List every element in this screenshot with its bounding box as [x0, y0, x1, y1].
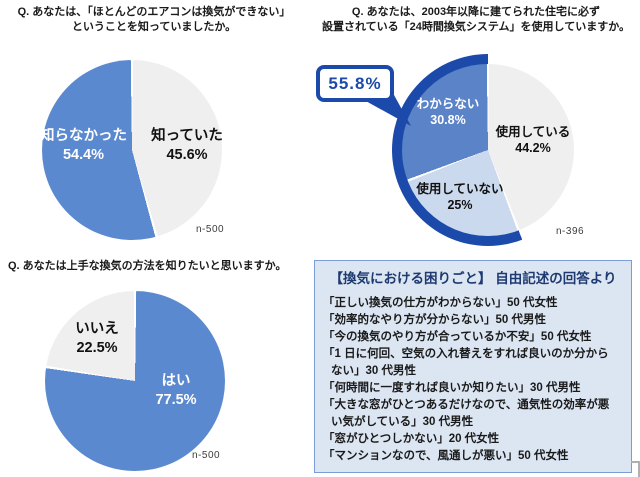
voices-body: 「正しい換気の仕方がわからない」50 代女性 「効率的なやり方が分からない」50… — [315, 295, 631, 465]
sample-size-2: n-396 — [556, 226, 585, 237]
quote-line: 「窓がひとつしかない」20 代女性 — [323, 433, 500, 445]
question-2: Q. あなたは、2003年以降に建てられた住宅に必ず 設置されている「24時間換… — [316, 5, 636, 34]
quote-line: 「大きな窓がひとつあるだけなので、通気性の効率が悪 — [323, 399, 610, 411]
question-2-line1: Q. あなたは、2003年以降に建てられた住宅に必ず — [351, 6, 601, 18]
voices-title: 【換気における困りごと】 自由記述の回答より — [329, 271, 617, 286]
question-1-line2: ということを知っていましたか。 — [71, 20, 237, 33]
quote-line: 「正しい換気の仕方がわからない」50 代女性 — [323, 297, 558, 309]
slice-label-iie: いいえ 22.5% — [75, 321, 119, 356]
callout-value: 55.8% — [328, 73, 382, 93]
slice-label-shiyoushiteinai: 使用していない 25% — [416, 182, 504, 212]
voices-box: 【換気における困りごと】 自由記述の回答より 「正しい換気の仕方がわからない」5… — [314, 260, 632, 473]
quote-line: 「1 日に何回、空気の入れ替えをすれば良いのか分から — [323, 348, 609, 360]
callout-tail-icon — [364, 95, 411, 126]
slice-label-shitteita: 知っていた 45.6% — [151, 128, 223, 163]
question-1-line1: Q. あなたは、「ほとんどのエアコンは換気ができない」 — [17, 6, 291, 18]
quote-line: 「何時間に一度すれば良いか知りたい」30 代男性 — [323, 382, 581, 394]
quote-line: 「マンションなので、風通しが悪い」50 代女性 — [323, 450, 569, 462]
question-3-line1: Q. あなたは上手な換気の方法を知りたいと思いますか。 — [8, 260, 287, 272]
slice-label-shiyoushiteiru: 使用している 44.2% — [495, 125, 571, 155]
sample-size-1: n-500 — [196, 224, 225, 235]
quote-line: い気がしている」30 代男性 — [331, 416, 474, 428]
quote-line: 「今の換気のやり方が合っているか不安」50 代女性 — [323, 331, 592, 343]
slice-label-shiranakatta: 知らなかった 54.4% — [40, 128, 127, 163]
corner-resize-mark — [631, 461, 640, 477]
question-3: Q. あなたは上手な換気の方法を知りたいと思いますか。 — [8, 259, 310, 274]
pie-chart-want-to-know — [45, 291, 225, 471]
question-2-line2: 設置されている「24時間換気システム」を使用していますか。 — [321, 20, 631, 33]
quote-line: ない」30 代男性 — [331, 365, 416, 377]
quote-line: 「効率的なやり方が分からない」50 代男性 — [323, 314, 546, 326]
pie-chart-aircon — [42, 60, 222, 240]
callout-bubble: 55.8% — [316, 65, 394, 102]
question-1: Q. あなたは、「ほとんどのエアコンは換気ができない」 ということを知っていまし… — [6, 5, 302, 34]
slice-label-wakaranai: わからない 30.8% — [416, 97, 480, 127]
sample-size-3: n-500 — [192, 450, 221, 461]
pie-chart-ventilation-system — [402, 64, 574, 236]
slice-label-hai: はい 77.5% — [155, 373, 197, 408]
